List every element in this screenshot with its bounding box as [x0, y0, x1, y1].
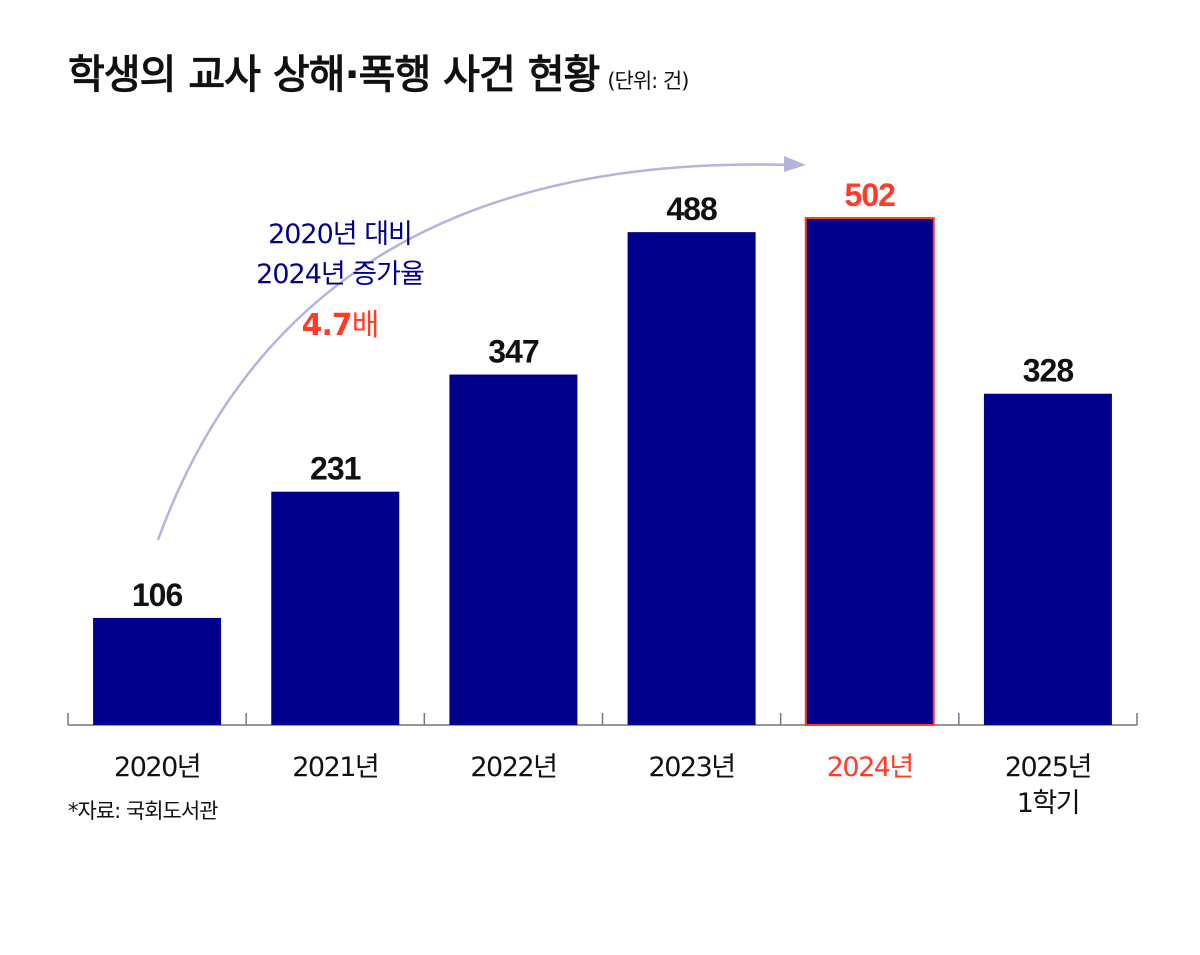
data-label-4: 502 [845, 177, 896, 213]
data-label-3: 488 [666, 191, 717, 227]
category-label-5: 2025년 [1005, 752, 1091, 783]
title-text: 학생의 교사 상해·폭행 사건 현황 [68, 52, 600, 98]
category-label-4: 2024년 [827, 752, 913, 783]
category-label-3: 2023년 [649, 752, 735, 783]
chart-title: 학생의 교사 상해·폭행 사건 현황 (단위: 건) [68, 42, 689, 100]
annotation-value-suffix: 배 [351, 308, 380, 343]
data-label-5: 328 [1023, 353, 1074, 389]
unit-label: (단위: 건) [607, 69, 689, 93]
bar-4 [804, 217, 935, 726]
annotation-line1: 2020년 대비 [268, 219, 413, 250]
bar-3 [627, 232, 756, 725]
category-label-1: 2021년 [292, 752, 378, 783]
source-note: *자료: 국회도서관 [68, 799, 218, 823]
bar-1 [271, 491, 400, 725]
growth-arrow-head [784, 156, 806, 172]
annotation-value: 4.7배 [190, 300, 490, 344]
category-label-5: 1학기 [1017, 788, 1079, 819]
data-label-2: 347 [488, 334, 539, 370]
data-label-0: 106 [132, 577, 183, 613]
annotation-line2: 2024년 증가율 [256, 259, 425, 290]
category-label-2: 2022년 [470, 752, 556, 783]
annotation-value-number: 4.7 [301, 308, 353, 343]
bar-2 [449, 374, 578, 725]
data-label-1: 231 [310, 451, 361, 487]
category-label-0: 2020년 [114, 752, 200, 783]
bar-5 [983, 393, 1112, 725]
bar-0 [93, 617, 222, 725]
growth-arrow-arc [156, 163, 793, 541]
